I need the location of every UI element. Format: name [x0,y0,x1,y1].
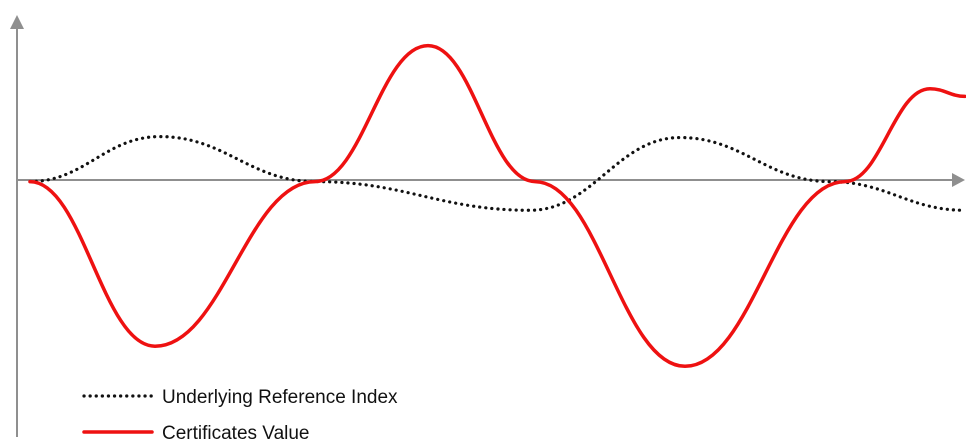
series-line-underlying-reference-index [28,134,966,212]
legend: Underlying Reference Index Certificates V… [82,387,398,443]
legend-label-0: Underlying Reference Index [162,387,398,408]
chart-axes [10,15,965,437]
legend-label-1: Certificates Value [162,423,310,443]
series-layer [28,43,966,369]
x-axis-arrow [952,173,965,187]
series-line-certificates-value [28,43,966,369]
y-axis-arrow [10,15,24,29]
